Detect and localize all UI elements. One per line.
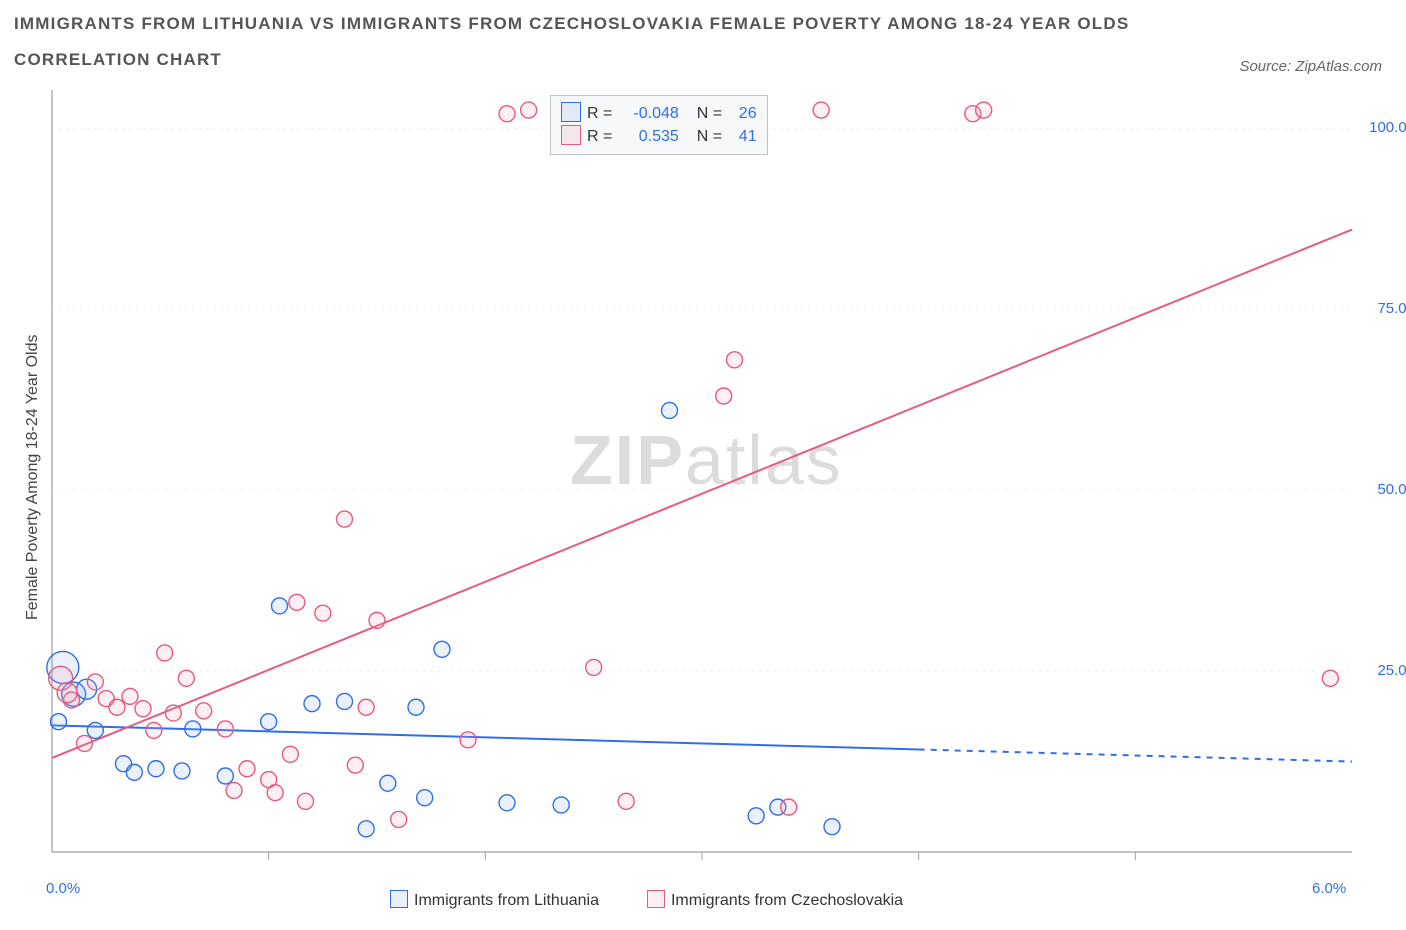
root: { "title_line1": "IMMIGRANTS FROM LITHUA… bbox=[0, 0, 1406, 930]
y-tick-label: 25.0% bbox=[1360, 662, 1406, 679]
legend-item-lithuania: Immigrants from Lithuania bbox=[390, 890, 599, 910]
y-tick-label: 100.0% bbox=[1360, 119, 1406, 136]
stats-row-czechoslovakia: R = 0.535N = 41 bbox=[561, 125, 757, 148]
legend: Immigrants from Lithuania Immigrants from… bbox=[390, 890, 903, 910]
legend-item-czechoslovakia: Immigrants from Czechoslovakia bbox=[647, 890, 903, 910]
y-tick-label: 50.0% bbox=[1360, 481, 1406, 498]
x-tick-label: 0.0% bbox=[46, 880, 80, 897]
stats-row-lithuania: R = -0.048N = 26 bbox=[561, 102, 757, 125]
correlation-stats-box: R = -0.048N = 26R = 0.535N = 41 bbox=[550, 95, 768, 155]
y-tick-label: 75.0% bbox=[1360, 300, 1406, 317]
x-tick-label: 6.0% bbox=[1312, 880, 1346, 897]
